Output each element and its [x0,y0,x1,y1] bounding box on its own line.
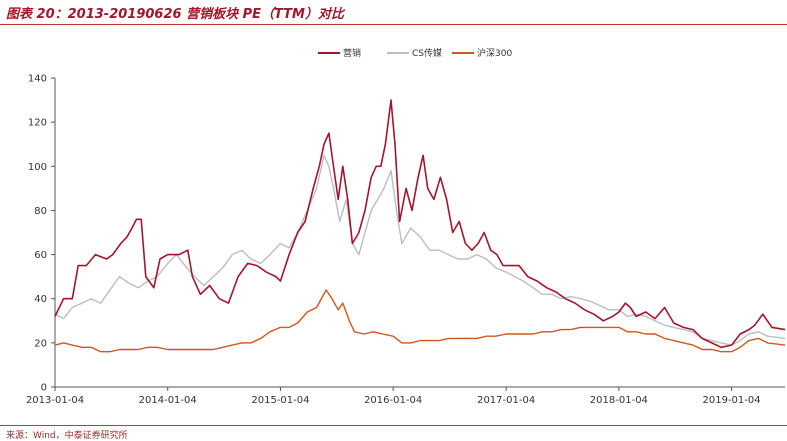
x-tick-label: 2013-01-04 [26,395,84,406]
title-divider [0,24,787,25]
y-tick-label: 40 [34,294,47,305]
footer-divider [0,425,787,426]
y-tick-label: 80 [34,206,47,217]
x-tick-label: 2016-01-04 [364,395,422,406]
chart-axes: 0 20 40 60 80 100 120 140 2013-01-04 2014-01-04 20… [26,74,785,406]
chart-legend: 营销 CS传媒 沪深300 [318,47,512,59]
y-tick-label: 100 [28,162,47,173]
y-tick-label: 20 [34,338,47,349]
y-tick-label: 120 [28,118,47,129]
legend-label-2: 沪深300 [477,47,512,59]
series-line-0 [54,99,786,349]
legend-label-1: CS传媒 [412,47,442,59]
legend-label-0: 营销 [343,47,361,59]
x-tick-label: 2015-01-04 [251,395,309,406]
page-title: 图表 20：2013-20190626 营销板块 PE（TTM）对比 [6,7,344,22]
source-note: 来源：Wind，中泰证券研究所 [6,431,128,441]
y-tick-label: 0 [41,383,47,394]
x-tick-label: 2019-01-04 [703,395,761,406]
y-tick-label: 140 [28,74,47,85]
x-tick-label: 2018-01-04 [590,395,648,406]
x-tick-label: 2017-01-04 [477,395,535,406]
x-tick-label: 2014-01-04 [139,395,197,406]
series-line-2 [54,289,786,353]
y-tick-label: 60 [34,250,47,261]
series-line-1 [54,154,786,346]
series-layer [54,99,786,353]
